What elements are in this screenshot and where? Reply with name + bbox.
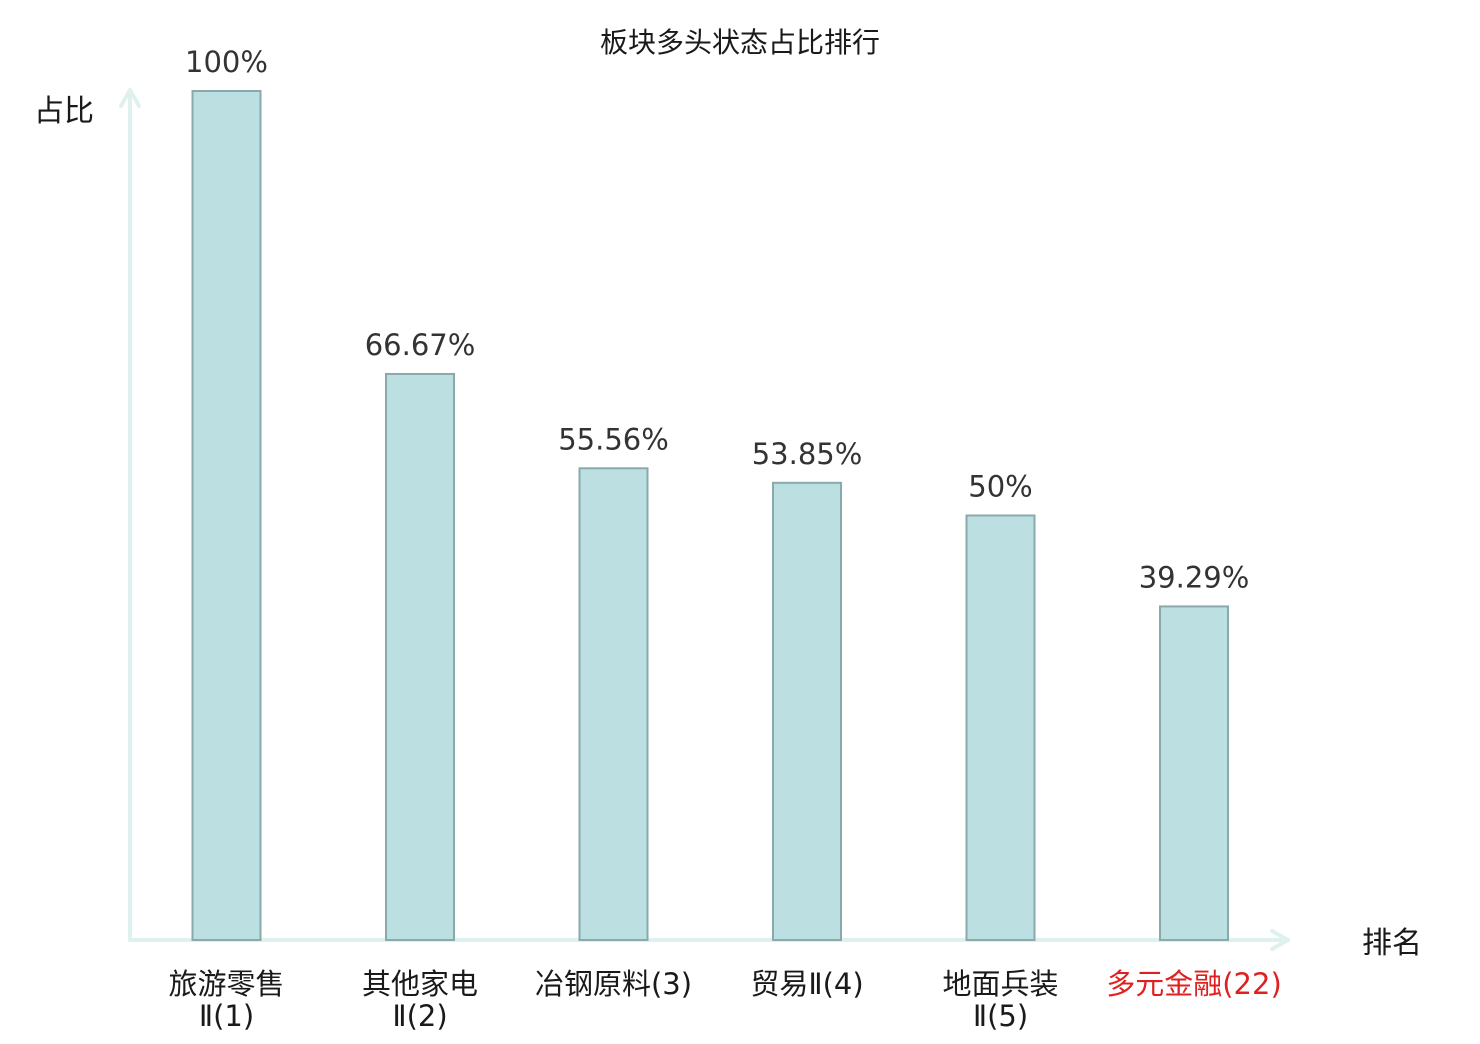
x-axis-arrow	[1270, 929, 1290, 951]
bar	[578, 467, 649, 941]
bars-group	[191, 90, 1229, 942]
value-label: 53.85%	[752, 437, 863, 471]
category-label: 旅游零售	[168, 967, 284, 1001]
bar	[385, 372, 455, 942]
value-label: 50%	[968, 470, 1032, 504]
y-axis-arrow	[119, 88, 141, 108]
category-label: Ⅱ(1)	[199, 999, 254, 1033]
bar	[1159, 605, 1229, 942]
axes	[119, 88, 1290, 951]
value-label: 55.56%	[558, 422, 669, 456]
bar	[191, 90, 262, 941]
category-label: 地面兵装	[942, 967, 1058, 1001]
value-label: 66.67%	[365, 328, 476, 362]
chart-title: 板块多头状态占比排行	[600, 26, 880, 59]
bar	[965, 514, 1036, 941]
category-label: 其他家电	[362, 967, 478, 1001]
value-label: 39.29%	[1139, 560, 1250, 594]
x-axis-label: 排名	[1362, 926, 1422, 961]
y-axis-label: 占比	[34, 94, 94, 129]
category-label: Ⅱ(5)	[973, 999, 1028, 1033]
category-label: 多元金融(22)	[1106, 967, 1282, 1001]
value-label: 100%	[185, 45, 268, 79]
category-label: Ⅱ(2)	[392, 999, 447, 1033]
bar	[772, 481, 842, 941]
category-label: 冶钢原料(3)	[535, 967, 692, 1001]
value-labels-group: 100% 66.67% 55.56% 53.85% 50% 39.29%	[185, 45, 1249, 594]
category-label: 贸易Ⅱ(4)	[750, 967, 863, 1001]
